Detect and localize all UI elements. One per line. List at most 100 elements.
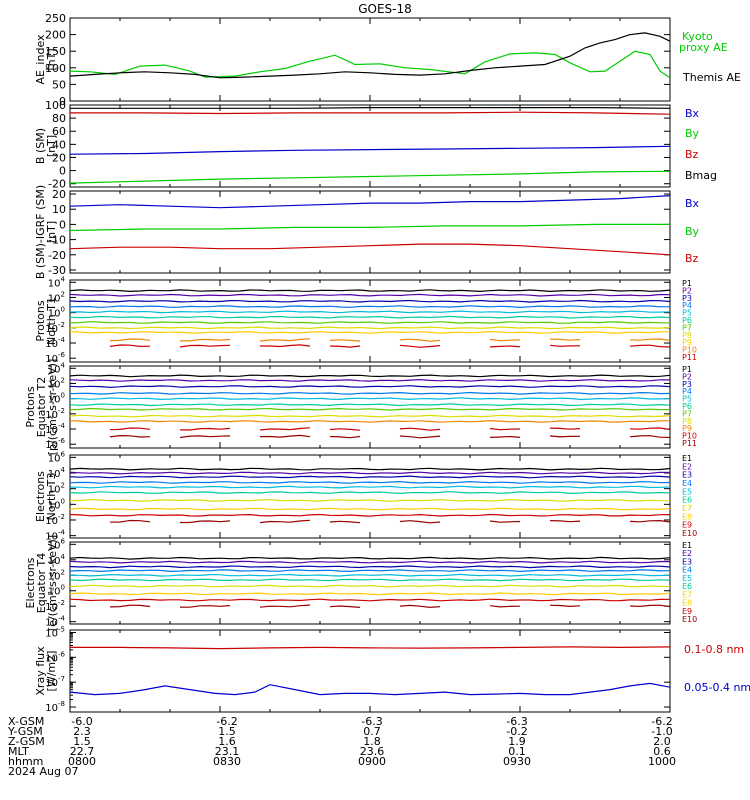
series-line xyxy=(329,339,361,342)
legend-entry: E4 xyxy=(682,566,692,575)
series-line xyxy=(329,435,361,439)
legend-entry: P1 xyxy=(682,365,692,374)
footer-value: 2.0 xyxy=(653,735,671,748)
series-line xyxy=(69,289,671,293)
footer-row-label: MLT xyxy=(8,745,29,758)
legend-entry: P5 xyxy=(682,395,692,404)
panel-frame xyxy=(69,17,671,102)
series-line xyxy=(549,435,581,438)
y-tick-label: 10-5 xyxy=(45,625,65,639)
y-axis-label: B (SM) xyxy=(34,128,47,164)
legend-entry: P10 xyxy=(682,346,697,355)
series-line xyxy=(179,344,231,348)
footer-value: -6.2 xyxy=(216,715,237,728)
legend-entry: E4 xyxy=(682,479,692,488)
series-line xyxy=(69,326,671,330)
panel-frame xyxy=(69,104,671,188)
y-tick-label: -10 xyxy=(48,234,66,247)
series-line xyxy=(180,520,231,524)
legend-entry: proxy AE xyxy=(679,41,728,54)
series-line xyxy=(259,604,311,608)
legend-entry: Bx xyxy=(685,197,700,210)
series-line xyxy=(69,378,671,382)
footer-value: -6.2 xyxy=(651,715,672,728)
series-line xyxy=(69,475,671,479)
series-line xyxy=(70,573,671,577)
y-tick-label: -20 xyxy=(48,249,66,262)
legend-entry: E2 xyxy=(682,549,692,558)
series-line xyxy=(69,170,671,184)
footer-value: -1.0 xyxy=(651,725,672,738)
y-tick-label: 106 xyxy=(48,450,66,464)
series-line xyxy=(329,520,361,524)
legend-entry: E7 xyxy=(682,590,692,599)
y-tick-label: 250 xyxy=(45,12,66,25)
y-tick-label: -30 xyxy=(48,264,66,277)
footer-row-label: X-GSM xyxy=(8,715,44,728)
series-line xyxy=(259,338,311,342)
series-line xyxy=(69,293,671,297)
legend-entry: P6 xyxy=(682,316,692,325)
series-line xyxy=(629,519,671,523)
series-line xyxy=(69,414,671,418)
series-line xyxy=(69,592,671,596)
series-line xyxy=(399,427,441,431)
series-line xyxy=(69,471,671,475)
legend-entry: P8 xyxy=(682,417,692,426)
series-line xyxy=(69,391,671,395)
footer-value: 23.6 xyxy=(360,745,385,758)
series-line xyxy=(69,407,670,411)
series-line xyxy=(69,223,670,232)
series-line xyxy=(69,507,671,511)
series-line xyxy=(489,345,521,348)
legend-entry: P3 xyxy=(682,294,692,303)
y-axis-label: [nT] xyxy=(45,48,58,70)
y-axis-label: Equator T2 xyxy=(35,377,48,437)
panel-frame xyxy=(69,629,671,713)
series-line xyxy=(69,403,671,407)
footer-value: 0.6 xyxy=(653,745,671,758)
series-line xyxy=(69,315,671,319)
y-axis-label: Protons xyxy=(24,386,37,427)
series-line xyxy=(109,604,151,608)
legend-entry: E7 xyxy=(682,504,692,513)
series-line xyxy=(69,560,671,564)
y-axis-label: North T3 xyxy=(45,473,58,521)
footer-value: -6.3 xyxy=(361,715,382,728)
legend-entry: P5 xyxy=(682,309,692,318)
series-line xyxy=(260,344,311,348)
series-line xyxy=(69,498,671,502)
series-line xyxy=(69,243,671,256)
y-tick-label: 10-8 xyxy=(45,700,65,714)
series-line xyxy=(489,427,521,431)
series-line xyxy=(489,435,521,438)
y-axis-label: [p/(cm²-s-sr-keV)] xyxy=(46,359,59,456)
series-line xyxy=(259,427,311,431)
legend-entry: By xyxy=(685,127,700,140)
series-line xyxy=(69,299,671,303)
series-line xyxy=(69,556,671,560)
legend-entry: P8 xyxy=(682,331,692,340)
legend-entry: Bx xyxy=(685,107,700,120)
series-line xyxy=(399,435,441,439)
footer-value: 1.9 xyxy=(508,735,526,748)
series-line xyxy=(489,605,521,608)
y-axis-label: Electrons xyxy=(24,557,37,608)
y-tick-label: 50 xyxy=(52,78,66,91)
legend-entry: P4 xyxy=(682,387,692,396)
footer-row-label: Z-GSM xyxy=(8,735,45,748)
footer-row-label: Y-GSM xyxy=(7,725,43,738)
footer-value: 2.3 xyxy=(73,725,91,738)
footer-value: -0.2 xyxy=(506,725,527,738)
legend-entry: P7 xyxy=(682,323,692,332)
series-line xyxy=(179,427,231,431)
y-tick-label: 0 xyxy=(59,95,66,108)
footer-value: 0.1 xyxy=(508,745,526,758)
series-line xyxy=(180,338,231,342)
y-tick-label: 104 xyxy=(48,275,66,289)
y-tick-label: 100 xyxy=(45,62,66,75)
